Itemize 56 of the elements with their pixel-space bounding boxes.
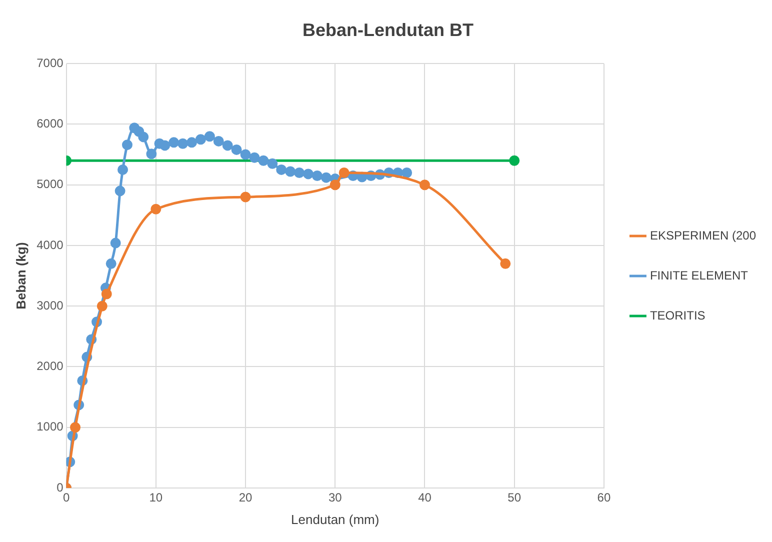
point [222,140,233,151]
point [101,288,112,300]
point [402,167,412,178]
point [110,238,121,248]
y-tick-label: 3000 [36,298,64,312]
point [240,192,251,202]
point [231,144,242,155]
point [114,186,126,196]
chart-title: Beban-Lendutan BT [302,20,474,40]
y-tick-label: 2000 [36,359,64,374]
point [186,137,197,148]
point [419,180,430,190]
point [285,166,296,177]
point [122,140,132,150]
point [338,167,350,178]
point [213,136,224,146]
point [178,138,188,149]
point [106,258,116,269]
x-axis-title: Lendutan (mm) [291,512,380,527]
legend-label: FINITE ELEMENT [650,268,749,282]
y-tick-label: 6000 [36,116,64,131]
point [320,172,332,183]
legend-label: TEORITIS [650,308,706,322]
point [294,167,305,178]
point [146,148,157,160]
x-tick-label: 60 [597,490,611,505]
legend-label: EKSPERIMEN (200 [650,228,756,242]
point [258,155,269,166]
point [160,140,170,151]
point [302,168,314,180]
y-tick-label: 5000 [36,177,64,192]
y-tick-label: 7000 [36,56,64,70]
point [195,134,206,145]
point [118,164,128,175]
point [204,131,215,142]
point [330,180,340,190]
y-tick-label: 0 [56,480,64,494]
point [276,164,287,175]
point [70,422,81,433]
x-tick-label: 20 [238,490,253,505]
x-tick-label: 10 [149,490,163,505]
x-tick-label: 30 [328,490,342,505]
point [150,204,162,214]
point [249,152,260,163]
point [240,149,251,160]
x-tick-label: 50 [508,490,522,505]
y-tick-label: 1000 [36,420,64,434]
point [168,137,180,148]
point [267,158,278,169]
x-tick-label: 40 [418,490,432,505]
point [96,300,108,312]
point [312,170,322,182]
point [500,258,511,269]
y-tick-label: 4000 [36,238,64,252]
y-axis-title: Beban (kg) [13,242,28,310]
point [138,132,149,142]
